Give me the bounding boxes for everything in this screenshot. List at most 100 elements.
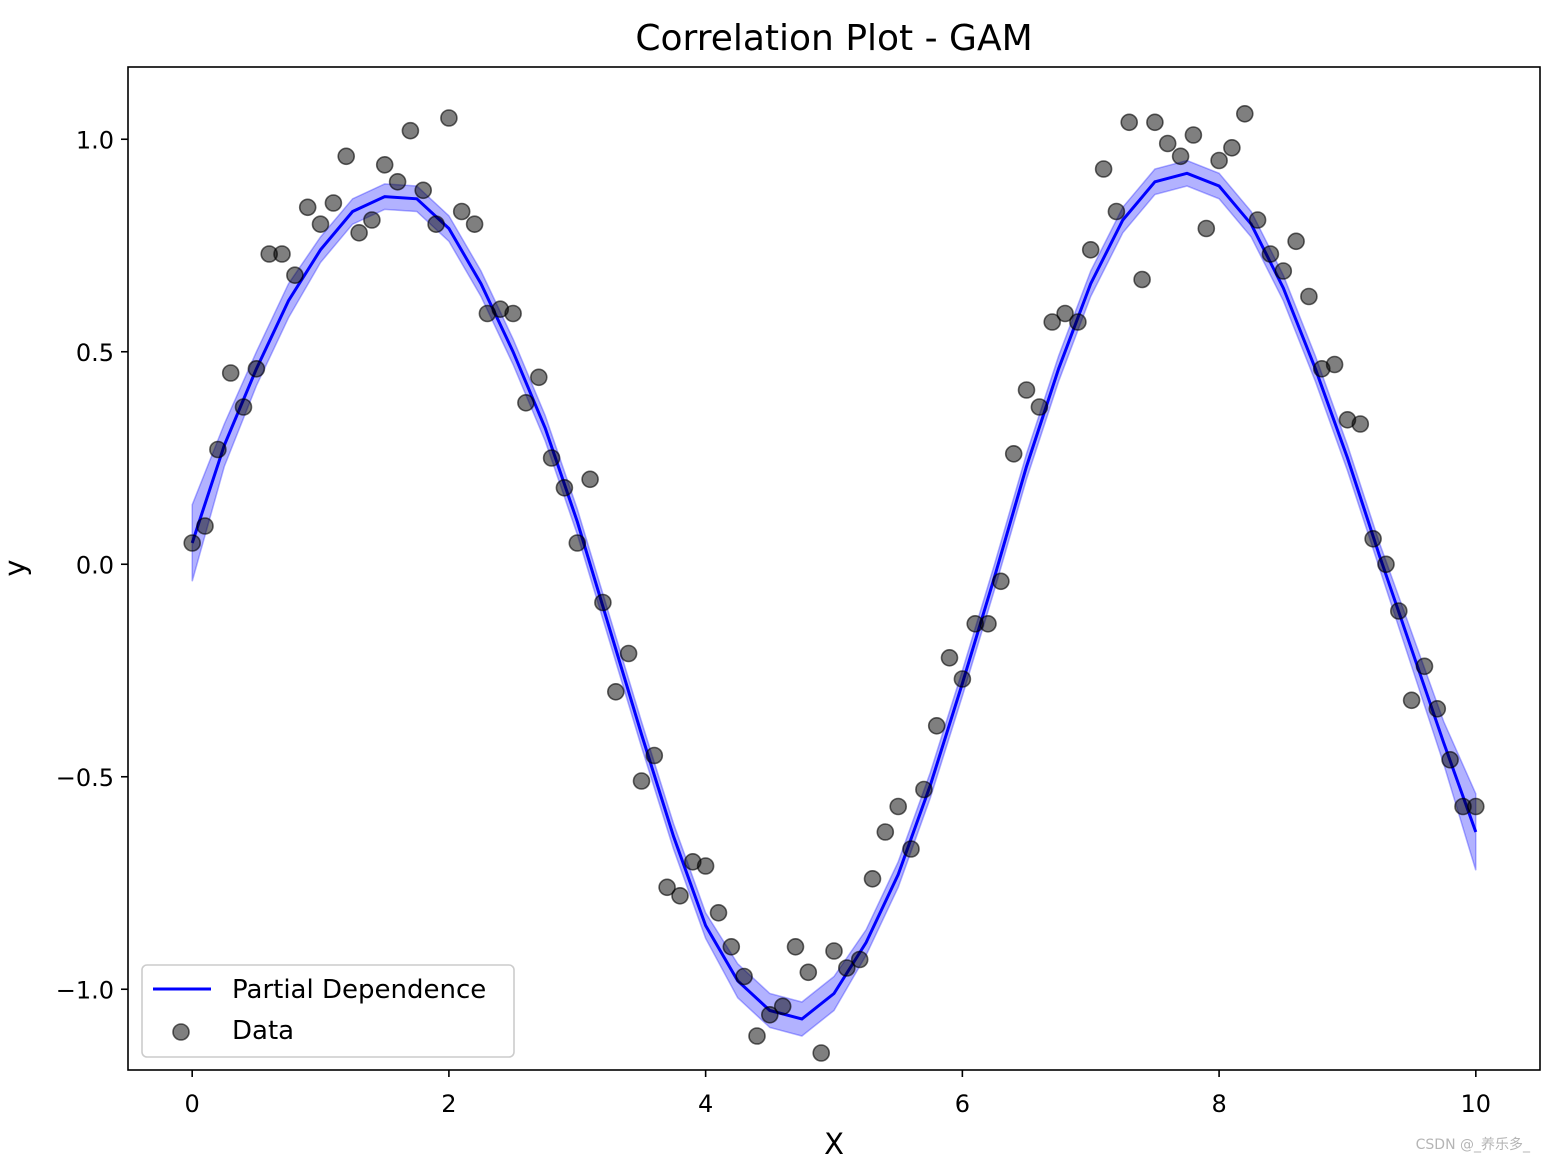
data-point	[606, 682, 625, 701]
data-point	[555, 478, 574, 497]
data-point	[658, 878, 676, 897]
data-point	[504, 304, 522, 323]
legend-box	[141, 964, 515, 1058]
data-point	[594, 593, 612, 612]
partial-dependence-line	[190, 171, 1478, 1021]
data-point	[863, 869, 882, 888]
data-point	[465, 215, 484, 233]
data-point	[722, 937, 741, 956]
data-point	[1248, 211, 1267, 229]
data-point	[1004, 444, 1023, 463]
data-point	[414, 181, 433, 200]
data-point	[221, 364, 240, 382]
legend-label-partial-dependence: Partial Dependence	[232, 975, 486, 1005]
y-tick-label: 0.5	[76, 339, 114, 367]
data-point	[1390, 602, 1408, 620]
data-point	[1146, 113, 1164, 132]
data-point	[992, 572, 1010, 591]
data-point	[837, 959, 856, 977]
y-axis-label: y	[0, 559, 32, 576]
data-point	[786, 937, 805, 956]
data-point	[517, 393, 535, 412]
data-point	[183, 534, 201, 552]
data-point	[1056, 304, 1074, 323]
watermark: CSDN @_养乐多_	[1415, 1137, 1530, 1153]
chart-title: Correlation Plot - GAM	[635, 18, 1032, 59]
data-point	[427, 215, 445, 233]
data-point	[735, 967, 753, 986]
x-tick-label: 4	[698, 1090, 713, 1118]
x-tick-label: 2	[441, 1090, 456, 1118]
data-point	[812, 1044, 831, 1062]
data-point	[1030, 398, 1049, 416]
data-point	[1467, 797, 1485, 816]
data-point	[1197, 219, 1216, 238]
data-point	[209, 440, 227, 459]
data-point	[581, 470, 599, 489]
data-point	[773, 997, 792, 1016]
data-point	[388, 173, 407, 191]
data-point	[440, 109, 458, 127]
data-point	[1069, 313, 1087, 331]
data-point	[1158, 134, 1177, 153]
data-point	[1274, 262, 1293, 280]
data-point	[1325, 355, 1344, 374]
data-point	[298, 198, 317, 217]
x-tick-label: 6	[955, 1090, 970, 1118]
data-point	[1261, 245, 1280, 263]
y-tick-label: −0.5	[56, 764, 114, 792]
data-point	[748, 1027, 766, 1045]
data-point	[1351, 415, 1370, 433]
data-point	[1377, 555, 1395, 574]
data-point	[1094, 160, 1113, 178]
data-point	[799, 963, 818, 982]
data-point	[1210, 151, 1228, 170]
data-point	[401, 121, 420, 140]
data-point	[760, 1005, 779, 1024]
plot-frame	[127, 66, 1541, 1071]
data-point	[1043, 313, 1061, 331]
data-point	[363, 211, 381, 229]
data-point	[1236, 105, 1254, 123]
partial-dependence-layer	[190, 171, 1478, 1021]
data-point	[619, 644, 638, 663]
data-point	[696, 857, 715, 875]
data-point	[568, 534, 587, 552]
data-point	[1300, 287, 1318, 306]
data-point	[1364, 529, 1382, 548]
data-point	[375, 156, 394, 174]
data-point	[234, 398, 253, 416]
data-point	[273, 245, 291, 263]
data-point	[953, 670, 972, 688]
data-point	[452, 202, 471, 221]
legend-point-swatch	[172, 1023, 190, 1041]
data-point	[876, 823, 895, 841]
y-tick-label: 1.0	[76, 126, 114, 154]
data-point	[1223, 139, 1241, 157]
data-point	[1107, 202, 1126, 221]
x-tick-label: 10	[1461, 1090, 1492, 1118]
data-point	[1133, 270, 1151, 289]
x-axis-ticks: 0 2 4 6 8 10	[185, 1070, 1492, 1118]
data-point	[1017, 381, 1036, 399]
data-point	[850, 950, 869, 969]
y-axis-ticks: 1.0 0.5 0.0 −0.5 −1.0	[56, 126, 128, 1004]
data-point	[1171, 147, 1190, 166]
x-axis-label: X	[824, 1127, 844, 1161]
data-point	[902, 840, 920, 858]
y-tick-label: 0.0	[76, 551, 114, 579]
data-point	[645, 746, 664, 765]
data-point	[889, 797, 908, 816]
data-point	[927, 716, 946, 735]
data-point	[825, 942, 843, 960]
legend: Partial Dependence Data	[141, 964, 515, 1058]
y-tick-label: −1.0	[56, 976, 114, 1004]
data-point	[1081, 241, 1100, 259]
data-point	[324, 194, 343, 212]
data-point	[1120, 113, 1138, 132]
data-point	[1402, 691, 1421, 710]
data-point	[1441, 750, 1459, 769]
data-point	[915, 780, 933, 799]
data-point	[632, 772, 651, 790]
